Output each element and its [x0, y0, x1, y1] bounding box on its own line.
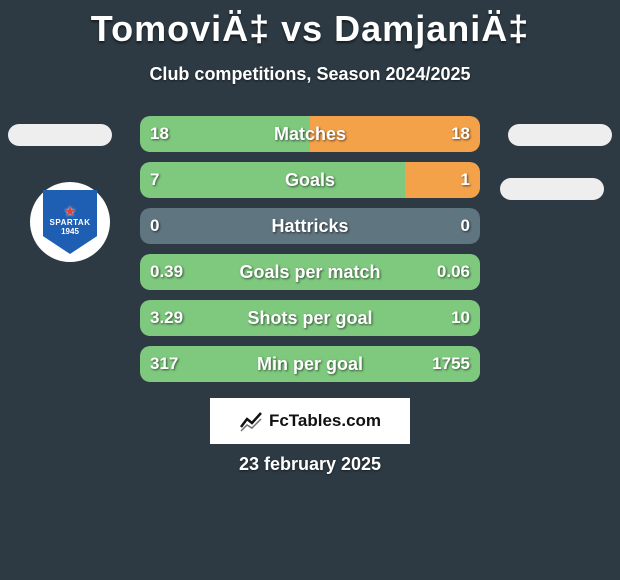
bar-row: Shots per goal3.2910: [140, 300, 480, 336]
bar-fill-left: [140, 300, 480, 336]
branding-box: FcTables.com: [210, 398, 410, 444]
player1-club-badge: ★ SPARTAK 1945: [30, 182, 110, 262]
player2-avatar-placeholder: [508, 124, 612, 146]
player1-avatar-placeholder: [8, 124, 112, 146]
player2-club-placeholder: [500, 178, 604, 200]
bar-fill-right: [405, 162, 480, 198]
comparison-bars: Matches1818 Goals71 Hattricks00 Goals per m…: [140, 116, 480, 392]
page-title: TomoviÄ‡ vs DamjaniÄ‡: [0, 0, 620, 50]
bar-track: [140, 208, 480, 244]
branding-text: FcTables.com: [269, 411, 381, 431]
star-icon: ★: [64, 204, 77, 218]
club-shield: ★ SPARTAK 1945: [43, 190, 97, 254]
bar-fill-right: [310, 116, 480, 152]
club-year: 1945: [61, 227, 79, 236]
page-subtitle: Club competitions, Season 2024/2025: [0, 64, 620, 85]
bar-row: Goals71: [140, 162, 480, 198]
footer-date: 23 february 2025: [0, 454, 620, 475]
bar-row: Min per goal3171755: [140, 346, 480, 382]
bar-fill-left: [140, 162, 405, 198]
bar-fill-left: [140, 116, 310, 152]
bar-fill-left: [140, 346, 480, 382]
chart-icon: [239, 409, 263, 433]
bar-row: Hattricks00: [140, 208, 480, 244]
bar-row: Matches1818: [140, 116, 480, 152]
bar-row: Goals per match0.390.06: [140, 254, 480, 290]
club-name: SPARTAK: [50, 218, 91, 227]
bar-fill-left: [140, 254, 480, 290]
